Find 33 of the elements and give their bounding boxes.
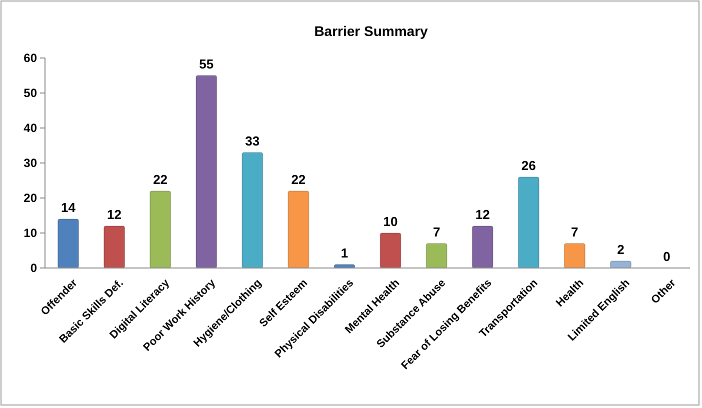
y-tick-label: 30 (24, 156, 38, 170)
y-tick-label: 40 (24, 121, 38, 136)
bar (242, 152, 264, 268)
data-label: 1 (340, 246, 348, 260)
data-label: 55 (199, 56, 214, 72)
data-label: 7 (571, 224, 578, 240)
bar (196, 75, 218, 268)
bar (426, 243, 448, 268)
data-label: 12 (107, 207, 122, 222)
bar (57, 218, 80, 268)
data-label: 14 (61, 200, 76, 215)
bar (472, 226, 494, 268)
y-tick-label: 20 (24, 191, 38, 206)
chart-title: Barrier Summary (314, 23, 428, 39)
data-label: 22 (153, 172, 168, 187)
y-tick-label: 60 (24, 51, 38, 66)
data-label: 7 (432, 224, 440, 240)
bar (288, 190, 310, 268)
data-label: 33 (245, 134, 260, 148)
bar (150, 190, 172, 268)
y-tick-label: 50 (24, 86, 38, 100)
data-label: 2 (617, 242, 624, 257)
y-tick-label: 10 (24, 226, 38, 240)
y-tick-label: 0 (30, 261, 38, 276)
data-label: 0 (663, 249, 670, 264)
bar (564, 243, 586, 268)
data-label: 10 (383, 214, 398, 229)
data-label: 26 (521, 158, 536, 173)
bar (518, 176, 540, 268)
data-label: 12 (475, 207, 490, 222)
data-label: 22 (291, 172, 306, 187)
bar (104, 226, 126, 268)
bar (380, 232, 402, 268)
